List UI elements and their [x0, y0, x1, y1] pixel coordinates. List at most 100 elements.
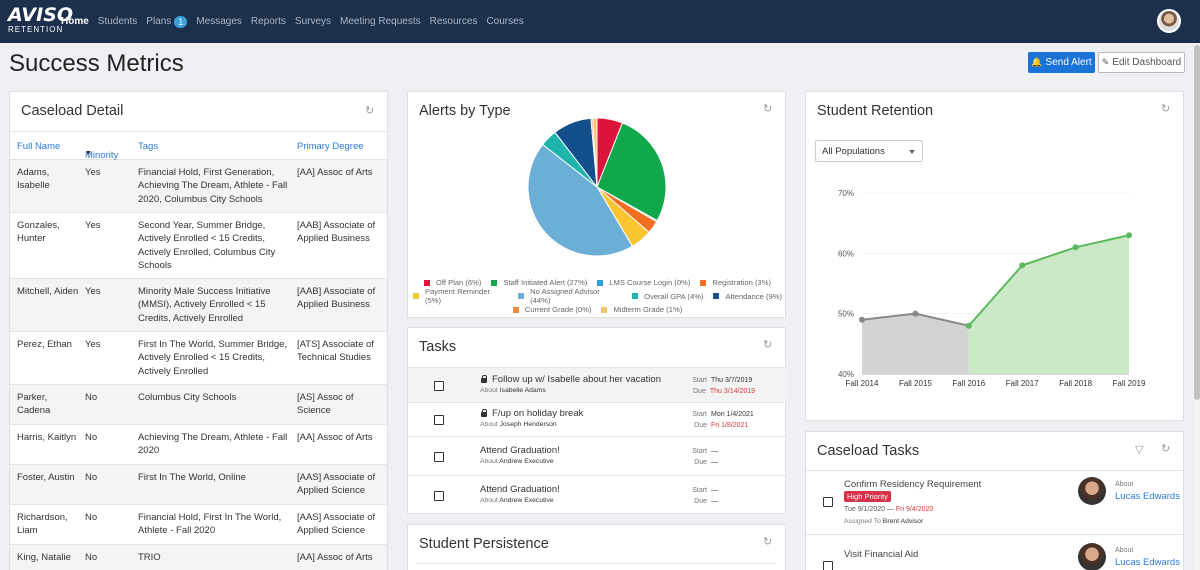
nav-reports[interactable]: Reports: [251, 16, 286, 27]
refresh-icon[interactable]: ↻: [1161, 443, 1171, 455]
legend-item[interactable]: Payment Reminder (5%): [413, 287, 508, 305]
about-student[interactable]: Isabelle Adams: [499, 387, 546, 394]
legend-item[interactable]: Attendance (9%): [713, 292, 782, 301]
nav-label: Home: [61, 16, 89, 27]
table-row[interactable]: Mitchell, Aiden Yes Minority Male Success …: [10, 279, 387, 332]
task-title[interactable]: Attend Graduation!: [480, 445, 560, 456]
legend-item[interactable]: LMS Course Login (0%): [597, 278, 690, 287]
table-row[interactable]: Parker, Cadena No Columbus City Schools [AS…: [10, 385, 387, 425]
nav-surveys[interactable]: Surveys: [295, 16, 331, 27]
student-name[interactable]: Foster, Austin: [17, 472, 75, 483]
task-title[interactable]: Follow up w/ Isabelle about her vacation: [480, 374, 661, 385]
legend-label: Registration (3%): [712, 278, 772, 288]
data-point[interactable]: [1019, 262, 1026, 269]
task-item[interactable]: Attend Graduation! About Andrew Executive…: [408, 436, 787, 475]
col-primary-degree[interactable]: Primary Degree: [297, 141, 364, 152]
student-link[interactable]: Lucas Edwards: [1115, 491, 1180, 502]
nav-students[interactable]: Students: [98, 16, 137, 27]
task-title[interactable]: Confirm Residency Requirement: [844, 479, 982, 490]
degree-value: [AA] Assoc of Arts: [297, 167, 373, 178]
table-row[interactable]: King, Natalie No TRIO [AA] Assoc of Arts: [10, 545, 387, 570]
data-point[interactable]: [965, 322, 972, 329]
refresh-icon[interactable]: ↻: [763, 339, 773, 351]
task-dates: Tue 9/1/2020 — Fri 9/4/2020: [844, 506, 933, 513]
legend-item[interactable]: Staff Initiated Alert (27%): [491, 278, 587, 287]
student-avatar[interactable]: [1078, 477, 1106, 505]
task-checkbox[interactable]: [434, 452, 444, 462]
data-point[interactable]: [1072, 244, 1079, 251]
task-item[interactable]: F/up on holiday break About Joseph Hender…: [408, 402, 787, 436]
legend-item[interactable]: Midterm Grade (1%): [601, 305, 682, 314]
caseload-task-item[interactable]: Confirm Residency Requirement High Priori…: [806, 470, 1183, 534]
table-row[interactable]: Adams, Isabelle Yes Financial Hold, First …: [10, 160, 387, 213]
tags-value: Columbus City Schools: [138, 392, 237, 403]
legend-item[interactable]: Current Grade (0%): [512, 305, 591, 314]
about-student[interactable]: Andrew Executive: [499, 497, 554, 504]
refresh-icon[interactable]: ↻: [1161, 103, 1171, 115]
caseload-task-item[interactable]: Visit Financial Aid About Lucas Edwards: [806, 534, 1183, 570]
student-name[interactable]: Richardson, Liam: [17, 512, 68, 537]
table-row[interactable]: Gonzales, Hunter Yes Second Year, Summer B…: [10, 213, 387, 279]
pie-slice[interactable]: [592, 117, 598, 188]
user-avatar[interactable]: [1157, 9, 1181, 33]
card-title: Caseload Detail: [21, 103, 124, 119]
student-name[interactable]: King, Natalie: [17, 552, 71, 563]
task-title[interactable]: Visit Financial Aid: [844, 549, 919, 560]
nav-resources[interactable]: Resources: [430, 16, 478, 27]
student-name[interactable]: Harris, Kaitlyn: [17, 432, 77, 443]
refresh-icon[interactable]: ↻: [365, 105, 375, 117]
pie-slice[interactable]: [527, 143, 634, 257]
about-label: About: [480, 421, 498, 428]
nav-messages[interactable]: Messages: [196, 16, 242, 27]
aviso-logo[interactable]: AVISO RETENTION: [8, 5, 73, 37]
refresh-icon[interactable]: ↻: [763, 103, 773, 115]
col-full-name[interactable]: Full Name: [17, 141, 61, 152]
student-name[interactable]: Perez, Ethan: [17, 339, 72, 350]
student-name[interactable]: Parker, Cadena: [17, 392, 51, 417]
data-point[interactable]: [859, 316, 865, 323]
edit-dashboard-button[interactable]: ✎ Edit Dashboard: [1098, 52, 1185, 73]
scrollbar-thumb[interactable]: [1194, 45, 1200, 400]
page-scrollbar[interactable]: [1194, 43, 1200, 570]
table-row[interactable]: Perez, Ethan Yes First In The World, Summe…: [10, 332, 387, 385]
filter-icon[interactable]: ▽: [1135, 444, 1144, 456]
nav-plans[interactable]: Plans 1: [146, 15, 188, 28]
population-select[interactable]: All Populations: [815, 140, 923, 162]
student-name[interactable]: Adams, Isabelle: [17, 167, 50, 192]
data-point[interactable]: [912, 310, 919, 317]
student-avatar[interactable]: [1078, 543, 1106, 570]
table-row[interactable]: Richardson, Liam No Financial Hold, First …: [10, 505, 387, 545]
nav-label: Reports: [250, 16, 286, 27]
task-checkbox[interactable]: [434, 415, 444, 425]
task-checkbox[interactable]: [823, 497, 833, 507]
legend-label: Midterm Grade (1%): [613, 305, 683, 315]
task-checkbox[interactable]: [823, 561, 833, 570]
nav-home[interactable]: Home: [61, 16, 89, 27]
task-checkbox[interactable]: [434, 491, 444, 501]
send-alert-button[interactable]: 🔔 Send Alert: [1028, 52, 1095, 73]
legend-item[interactable]: Off Plan (6%): [423, 278, 481, 287]
col-tags[interactable]: Tags: [138, 141, 159, 152]
task-item[interactable]: Follow up w/ Isabelle about her vacation…: [408, 367, 787, 402]
about-student[interactable]: Andrew Executive: [499, 458, 554, 465]
task-item[interactable]: Attend Graduation! About Andrew Executive…: [408, 475, 787, 514]
data-point[interactable]: [1126, 232, 1132, 239]
legend-item[interactable]: No Assigned Advisor (44%): [518, 287, 622, 305]
legend-item[interactable]: Registration (3%): [700, 278, 771, 287]
nav-courses[interactable]: Courses: [486, 16, 523, 27]
student-name[interactable]: Mitchell, Aiden: [17, 286, 79, 297]
table-row[interactable]: Harris, Kaitlyn No Achieving The Dream, At…: [10, 425, 387, 465]
student-link[interactable]: Lucas Edwards: [1115, 557, 1180, 568]
legend-item[interactable]: Overall GPA (4%): [632, 292, 703, 301]
task-title[interactable]: F/up on holiday break: [480, 408, 583, 419]
card-title: Alerts by Type: [419, 103, 511, 119]
nav-meeting-requests[interactable]: Meeting Requests: [340, 16, 421, 27]
about-student[interactable]: Joseph Henderson: [499, 421, 557, 428]
date-separator: —: [886, 506, 894, 513]
refresh-icon[interactable]: ↻: [763, 536, 773, 548]
table-row[interactable]: Foster, Austin No First In The World, Onli…: [10, 465, 387, 505]
task-title[interactable]: Attend Graduation!: [480, 484, 560, 495]
student-name[interactable]: Gonzales, Hunter: [17, 220, 60, 245]
x-tick-label: Fall 2014: [846, 379, 879, 388]
task-checkbox[interactable]: [434, 381, 444, 391]
